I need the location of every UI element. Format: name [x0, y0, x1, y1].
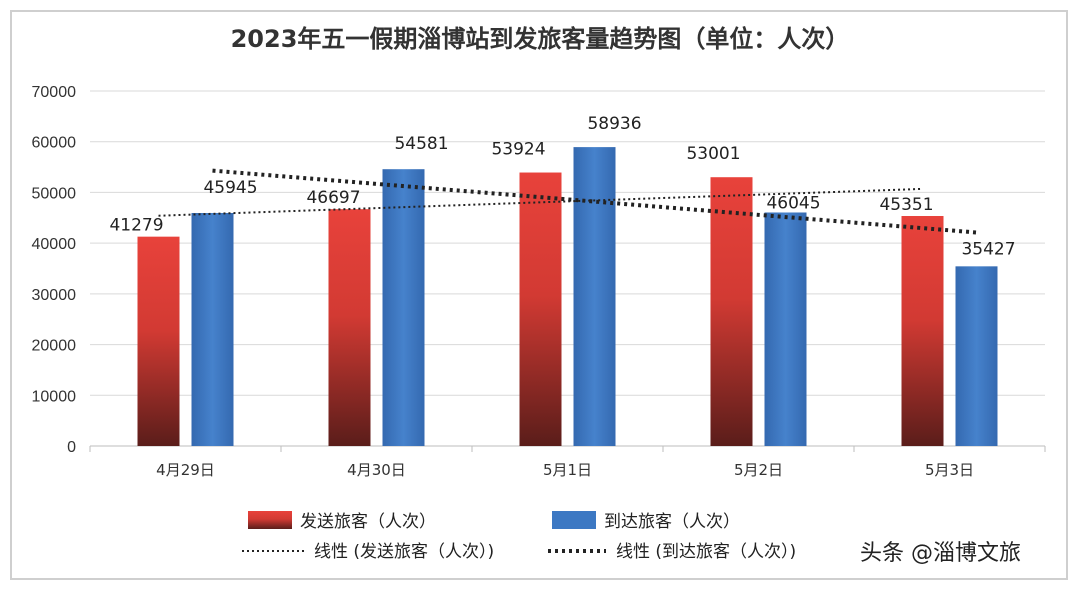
bar-depart	[328, 209, 371, 446]
x-tick-label: 5月2日	[734, 461, 783, 479]
data-label: 53924	[491, 140, 545, 160]
bar-arrive	[382, 169, 425, 446]
gridlines	[89, 90, 1046, 452]
bar-depart	[710, 177, 753, 446]
legend: 发送旅客（人次） 到达旅客（人次） 线性 (发送旅客（人次）) 线性 (到达旅客…	[242, 511, 796, 562]
data-labels: 41279 45945 46697 54581 53924 58936 53001 46045…	[109, 114, 1015, 259]
data-label: 54581	[394, 134, 448, 154]
legend-label-trend-depart: 线性 (发送旅客（人次）)	[314, 542, 494, 562]
data-label: 58936	[587, 114, 641, 134]
x-tick-label: 4月30日	[347, 461, 406, 479]
bar-depart	[519, 172, 562, 446]
data-label: 46697	[306, 188, 360, 208]
bar-depart	[901, 216, 944, 446]
y-tick-label: 40000	[32, 236, 77, 253]
data-label: 41279	[109, 216, 163, 236]
bar-arrive	[573, 147, 616, 446]
y-tick-label: 50000	[32, 185, 77, 202]
y-tick-label: 0	[67, 439, 76, 456]
data-label: 45351	[879, 195, 933, 215]
legend-swatch-depart	[248, 511, 292, 529]
y-tick-label: 60000	[32, 135, 77, 152]
y-tick-label: 30000	[32, 287, 77, 304]
bars	[137, 147, 998, 446]
trendline-arrive	[212, 168, 977, 235]
bar-arrive	[955, 266, 998, 446]
x-axis-ticks: 4月29日 4月30日 5月1日 5月2日 5月3日	[156, 461, 974, 479]
x-tick-label: 5月3日	[925, 461, 974, 479]
bar-arrive	[764, 212, 807, 446]
x-tick-label: 4月29日	[156, 461, 215, 479]
legend-label-depart: 发送旅客（人次）	[300, 512, 436, 532]
bar-arrive	[191, 212, 234, 446]
chart-title: 2023年五一假期淄博站到发旅客量趋势图（单位：人次）	[231, 25, 850, 53]
data-label: 35427	[961, 239, 1015, 259]
watermark: 头条 @淄博文旅	[860, 541, 1021, 566]
legend-swatch-arrive	[552, 511, 596, 529]
y-tick-label: 20000	[32, 338, 77, 355]
trendlines	[158, 168, 977, 235]
legend-label-arrive: 到达旅客（人次）	[604, 512, 740, 532]
data-label: 46045	[766, 193, 820, 213]
legend-label-trend-arrive: 线性 (到达旅客（人次）)	[616, 542, 796, 562]
bar-depart	[137, 236, 180, 446]
y-tick-label: 10000	[32, 388, 77, 405]
x-tick-label: 5月1日	[543, 461, 592, 479]
y-axis-ticks: 0 10000 20000 30000 40000 50000 60000 70000	[32, 84, 77, 456]
data-label: 45945	[203, 178, 257, 198]
data-label: 53001	[686, 144, 740, 164]
y-tick-label: 70000	[32, 84, 77, 101]
